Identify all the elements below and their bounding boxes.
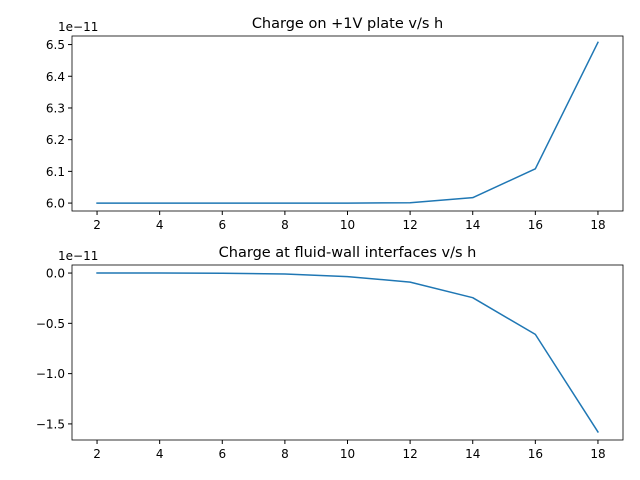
top-series-line [96, 41, 599, 204]
top-x-tick-label: 4 [156, 218, 164, 232]
top-x-tick-label: 2 [93, 218, 101, 232]
bottom-x-tick-label: 10 [340, 447, 355, 461]
top-x-tick-label: 12 [402, 218, 417, 232]
bottom-x-tick-label: 18 [590, 447, 605, 461]
top-x-tick-label: 6 [218, 218, 226, 232]
bottom-x-tick-label: 14 [465, 447, 480, 461]
bottom-chart-panel: Charge at fluid-wall interfaces v/s h 1e−… [36, 245, 624, 461]
top-y-tick-label: 6.4 [46, 70, 65, 84]
top-y-tick-label: 6.2 [46, 133, 65, 147]
top-offset-label: 1e−11 [58, 20, 98, 34]
bottom-x-tick-label: 12 [402, 447, 417, 461]
bottom-x-tick-label: 8 [281, 447, 289, 461]
top-chart-title: Charge on +1V plate v/s h [252, 16, 443, 32]
bottom-y-tick-label: −1.0 [36, 367, 65, 381]
top-x-tick-label: 18 [590, 218, 605, 232]
top-chart-panel: Charge on +1V plate v/s h 1e−11 2 4 6 8 10 12 14… [46, 16, 624, 232]
top-x-tick-label: 10 [340, 218, 355, 232]
bottom-x-tick-label: 4 [156, 447, 164, 461]
bottom-x-tick-label: 16 [528, 447, 543, 461]
bottom-x-tick-label: 6 [218, 447, 226, 461]
bottom-chart-title: Charge at fluid-wall interfaces v/s h [219, 245, 477, 261]
top-x-tick-label: 8 [281, 218, 289, 232]
top-x-tick-label: 16 [528, 218, 543, 232]
top-y-tick-label: 6.3 [46, 101, 65, 115]
top-y-tick-label: 6.5 [46, 38, 65, 52]
bottom-y-tick-label: −0.5 [36, 317, 65, 331]
top-y-tick-label: 6.1 [46, 165, 65, 179]
top-x-tick-label: 14 [465, 218, 480, 232]
bottom-axes-frame [71, 264, 624, 441]
bottom-offset-label: 1e−11 [58, 249, 98, 263]
bottom-y-tick-label: −1.5 [36, 417, 65, 431]
top-y-tick-label: 6.0 [46, 197, 65, 211]
bottom-x-tick-label: 2 [93, 447, 101, 461]
bottom-y-tick-label: 0.0 [46, 267, 65, 281]
top-axes-frame [71, 35, 624, 212]
bottom-series-line [96, 272, 599, 433]
